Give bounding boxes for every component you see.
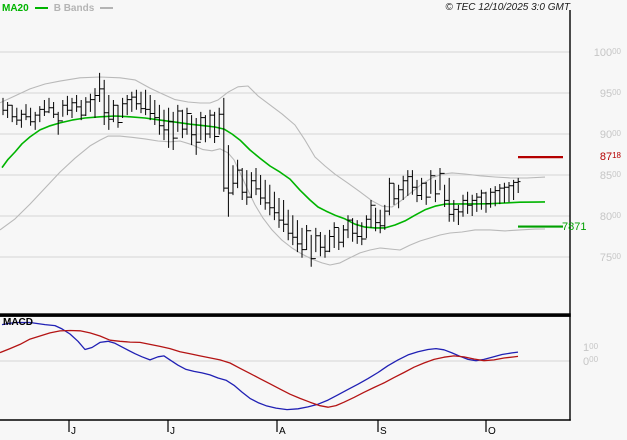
price-axis-label: 9000 <box>599 128 621 141</box>
price-axis-label: 7500 <box>599 251 621 264</box>
price-axis-label: 8000 <box>599 210 621 223</box>
panel-separator <box>0 313 571 317</box>
macd-line <box>1 321 519 411</box>
macd-label: MACD <box>3 317 33 328</box>
price-axis-label: 8500 <box>599 169 621 182</box>
ma20-line-swatch <box>34 7 48 9</box>
macd-axis-label: 000 <box>583 355 599 368</box>
month-label: J <box>71 426 76 437</box>
macd-axis-label: 100 <box>583 341 599 354</box>
resistance-price-label: 8718 <box>599 150 621 164</box>
support-price-label: 7871 <box>562 220 587 233</box>
signal-line <box>0 329 519 408</box>
price-axis-label: 10000 <box>593 46 621 59</box>
ma20-line <box>1 115 546 229</box>
bbands-legend-label: B Bands <box>53 2 95 14</box>
bb-lower-line <box>0 135 546 266</box>
month-label: S <box>380 426 387 437</box>
bbands-line-swatch <box>100 7 114 9</box>
price-axis-label: 9500 <box>599 87 621 100</box>
copyright-text: © TEC 12/10/2025 3:0 GMT <box>445 2 570 13</box>
month-label: O <box>488 426 496 437</box>
ohlc-bars <box>2 72 521 267</box>
legend: MA20 B Bands <box>2 2 114 14</box>
month-label: J <box>170 426 175 437</box>
month-label: A <box>279 426 286 437</box>
ma20-legend-label: MA20 <box>2 2 29 14</box>
